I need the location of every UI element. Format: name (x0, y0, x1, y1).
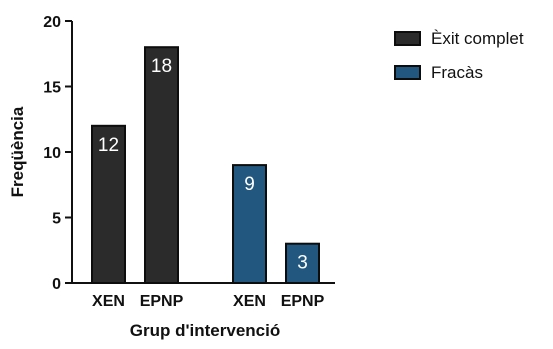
legend-label: Èxit complet (431, 29, 524, 48)
data-label: 18 (151, 56, 172, 77)
y-tick-label: 10 (43, 145, 61, 162)
data-label: 3 (297, 253, 308, 274)
bar (91, 124, 126, 284)
y-axis: 0 5 10 15 20 (43, 14, 73, 293)
legend-swatch (394, 31, 421, 46)
x-tick-label: XEN (92, 293, 125, 310)
bar (232, 164, 267, 285)
x-tick-label: EPNP (140, 293, 184, 310)
x-axis-title: Grup d'intervenció (130, 321, 280, 340)
x-tick-label: XEN (233, 293, 266, 310)
data-labels: 12 18 9 3 (98, 56, 308, 274)
y-tick-label: 0 (52, 276, 61, 293)
bar (285, 242, 320, 284)
x-axis: XEN EPNP XEN EPNP (71, 282, 335, 310)
bars (91, 46, 320, 285)
data-label: 9 (244, 174, 255, 195)
y-tick-label: 5 (52, 211, 61, 228)
bar (144, 46, 179, 285)
y-tick-label: 20 (43, 14, 61, 31)
y-axis-title: Freqüència (8, 106, 27, 197)
data-label: 12 (98, 135, 119, 156)
y-tick-label: 15 (43, 80, 61, 97)
legend: Èxit complet Fracàs (394, 29, 524, 82)
x-tick-label: EPNP (281, 293, 325, 310)
legend-label: Fracàs (431, 63, 483, 82)
legend-swatch (394, 65, 421, 80)
